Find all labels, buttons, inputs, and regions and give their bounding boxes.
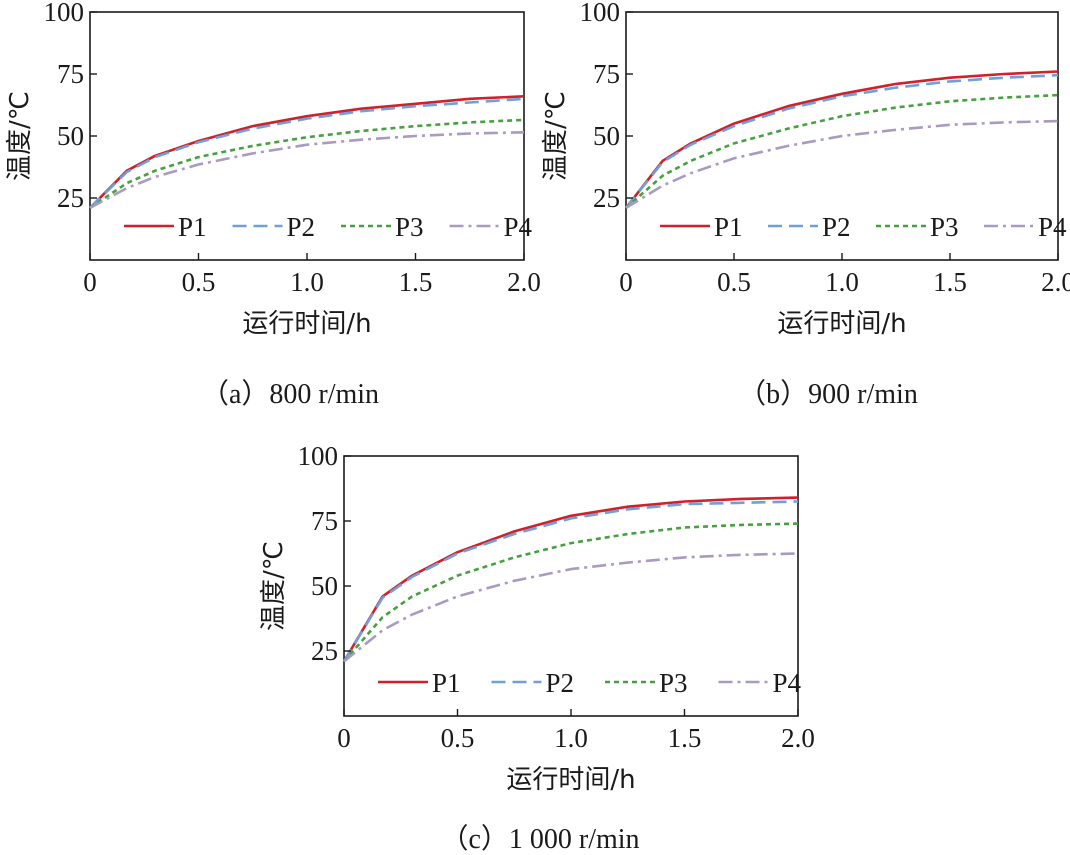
legend-label-p4: P4 [1038, 212, 1067, 242]
x-axis-label: 运行时间/h [777, 309, 906, 339]
legend-label-p1: P1 [432, 668, 461, 698]
y-tick-label: 75 [57, 59, 84, 89]
y-tick-label: 50 [57, 121, 84, 151]
y-tick-label: 75 [593, 59, 620, 89]
y-tick-label: 100 [580, 0, 621, 27]
panel-caption: （c）1 000 r/min [440, 823, 639, 855]
y-axis-label: 温度/℃ [541, 91, 571, 181]
x-tick-label: 1.0 [825, 267, 859, 297]
x-tick-label: 2.0 [781, 723, 815, 753]
x-tick-label: 0.5 [717, 267, 751, 297]
x-tick-label: 0 [83, 267, 97, 297]
series-line-p1 [624, 70, 1059, 209]
x-tick-label: 2.0 [507, 267, 541, 297]
series-line-p4 [625, 119, 1059, 210]
series-line-p1 [89, 95, 525, 209]
series-line-p2 [624, 73, 1059, 209]
panel-b-900rpm: 25 50 75 100 0 0.5 1.0 1.5 2.0 运行时间/h 温度/℃ P1 P2 P3 P4… [541, 0, 1070, 410]
y-tick-label: 25 [57, 183, 84, 213]
x-tick-label: 0 [337, 723, 351, 753]
series-line-p1 [342, 496, 799, 663]
y-tick-label: 100 [298, 441, 339, 471]
legend-label-p3: P3 [395, 212, 424, 242]
x-tick-label: 1.5 [668, 723, 702, 753]
series-line-p3 [343, 522, 799, 663]
legend-label-p2: P2 [287, 212, 316, 242]
x-axis-label: 运行时间/h [242, 309, 371, 339]
x-tick-label: 0.5 [182, 267, 216, 297]
legend-label-p3: P3 [930, 212, 959, 242]
series-line-p4 [343, 552, 799, 663]
x-tick-label: 0 [619, 267, 633, 297]
legend-label-p1: P1 [714, 212, 743, 242]
legend-label-p1: P1 [178, 212, 207, 242]
x-tick-label: 0.5 [441, 723, 475, 753]
x-tick-label: 2.0 [1041, 267, 1070, 297]
y-axis-label: 温度/℃ [5, 91, 35, 181]
x-axis-label: 运行时间/h [506, 765, 635, 795]
legend-label-p2: P2 [822, 212, 851, 242]
series-line-p2 [89, 97, 525, 209]
legend-label-p2: P2 [546, 668, 575, 698]
x-tick-label: 1.5 [933, 267, 967, 297]
y-tick-label: 50 [593, 121, 620, 151]
series-line-p2 [342, 500, 799, 663]
y-tick-label: 75 [311, 506, 338, 536]
panel-a-800rpm: 25 50 75 100 0 0.5 1.0 1.5 2.0 运行时间/h 温度/℃ P1 P2 P3 P4… [5, 0, 541, 410]
panel-c-1000rpm: 25 50 75 100 0 0.5 1.0 1.5 2.0 运行时间/h 温度/℃ P1 P2 P3 P4… [259, 441, 815, 855]
series-line-p3 [625, 93, 1059, 209]
panel-caption: （b）900 r/min [738, 378, 918, 410]
y-tick-label: 25 [311, 636, 338, 666]
legend-label-p4: P4 [773, 668, 802, 698]
legend-label-p3: P3 [659, 668, 688, 698]
y-tick-label: 50 [311, 571, 338, 601]
y-axis-label: 温度/℃ [259, 541, 289, 631]
y-tick-label: 25 [593, 183, 620, 213]
x-tick-label: 1.0 [290, 267, 324, 297]
legend-label-p4: P4 [504, 212, 533, 242]
series-line-p4 [89, 131, 525, 210]
x-tick-label: 1.5 [399, 267, 433, 297]
x-tick-label: 1.0 [554, 723, 588, 753]
panel-caption: （a）800 r/min [201, 378, 379, 410]
y-tick-label: 100 [44, 0, 85, 27]
